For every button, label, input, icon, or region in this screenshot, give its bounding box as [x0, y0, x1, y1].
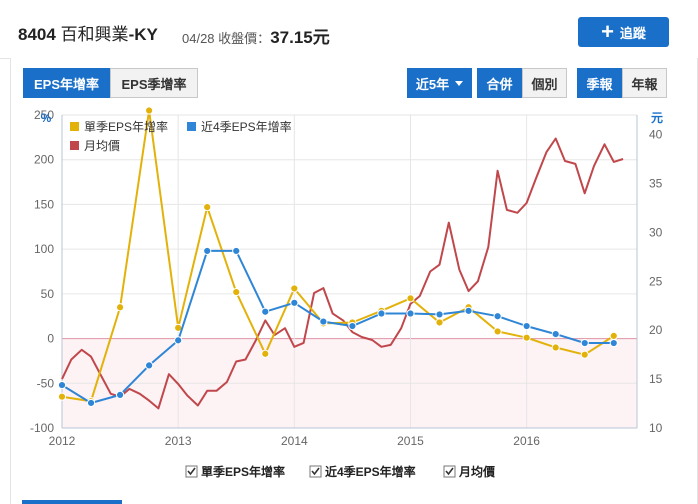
stock-title: 8404 百和興業-KY: [18, 20, 158, 45]
legend-swatch: [70, 141, 79, 150]
price-unit: 元: [312, 28, 330, 47]
data-point: [406, 309, 415, 318]
data-point: [203, 203, 212, 212]
range-label: 近5年: [415, 76, 450, 92]
data-point: [348, 321, 357, 331]
legend-label: 近4季EPS年增率: [201, 119, 292, 134]
data-point: [86, 398, 96, 408]
data-point: [115, 390, 125, 400]
right-tick-label: 30: [649, 225, 663, 239]
right-tick-label: 15: [649, 372, 663, 386]
right-tick-label: 20: [649, 323, 663, 337]
data-point: [115, 303, 125, 312]
data-point: [377, 309, 386, 318]
check-icon: [445, 467, 454, 476]
data-point: [319, 317, 328, 326]
left-tick-label: 250: [34, 108, 54, 122]
left-tick-label: 50: [41, 287, 55, 301]
x-tick-label: 2012: [49, 434, 76, 448]
stock-meta: 04/28 收盤價：37.15元: [182, 23, 330, 48]
data-point: [522, 321, 531, 331]
x-tick-label: 2015: [397, 434, 424, 448]
right-tick-label: 10: [649, 421, 663, 435]
stock-code: 8404: [18, 25, 56, 44]
data-point: [435, 310, 444, 319]
left-tick-label: 100: [34, 242, 54, 256]
data-point: [609, 338, 618, 348]
left-tick-label: 200: [34, 153, 54, 167]
data-point: [145, 361, 154, 370]
range-dropdown[interactable]: 近5年: [407, 68, 472, 98]
data-point: [232, 287, 241, 297]
right-axis-unit: 元: [651, 111, 663, 125]
left-axis-unit: %: [41, 111, 52, 125]
individual-button[interactable]: 個別: [522, 68, 567, 98]
data-point: [551, 330, 560, 339]
x-tick-label: 2014: [281, 434, 308, 448]
data-point: [290, 284, 299, 293]
data-point: [261, 349, 270, 358]
left-tick-label: -50: [37, 376, 55, 390]
quarterly-button[interactable]: 季報: [577, 68, 622, 98]
data-point: [57, 380, 67, 390]
data-point: [174, 336, 183, 345]
data-point: [580, 350, 589, 359]
data-point: [406, 294, 415, 303]
data-point: [435, 318, 444, 327]
data-point: [580, 338, 589, 348]
left-tick-label: -100: [30, 421, 54, 435]
right-tick-label: 40: [649, 128, 663, 142]
data-point: [464, 306, 473, 315]
tab-eps-qoq[interactable]: EPS季增率: [110, 68, 198, 98]
consolidated-button[interactable]: 合併: [477, 68, 522, 98]
left-tick-label: 150: [34, 197, 54, 211]
data-point: [232, 246, 241, 256]
legend-swatch: [70, 122, 79, 131]
bottom-tab-strip: [22, 500, 122, 504]
data-point: [522, 333, 531, 342]
stock-suffix: -KY: [128, 25, 158, 44]
legend-swatch: [187, 122, 196, 131]
track-label: 追蹤: [619, 25, 646, 41]
legend-checkbox-label: 近4季EPS年增率: [325, 464, 416, 479]
track-button[interactable]: + 追蹤: [578, 17, 669, 47]
check-icon: [187, 467, 196, 476]
x-tick-label: 2016: [513, 434, 540, 448]
close-price: 37.15: [270, 28, 313, 47]
data-point: [145, 106, 154, 115]
data-point: [290, 298, 299, 307]
stock-name: 百和興業: [60, 25, 129, 44]
data-point: [551, 343, 560, 352]
legend-checkbox-label: 單季EPS年增率: [201, 464, 285, 479]
legend-label: 月均價: [84, 139, 120, 153]
legend-checkbox-label: 月均價: [458, 464, 496, 479]
series-line-2: [61, 137, 624, 410]
left-tick-label: 0: [47, 332, 54, 346]
series-line-1: [61, 249, 614, 404]
stock-header: 8404 百和興業-KY 04/28 收盤價：37.15元 + 追蹤: [0, 0, 698, 59]
data-point: [57, 392, 67, 401]
data-point: [261, 307, 270, 316]
close-date: 04/28: [182, 31, 215, 46]
annual-button[interactable]: 年報: [622, 68, 667, 98]
right-tick-label: 25: [649, 274, 663, 288]
x-tick-label: 2013: [165, 434, 192, 448]
caret-down-icon: [455, 80, 464, 86]
data-point: [609, 331, 618, 340]
data-point: [203, 246, 212, 256]
right-tick-label: 35: [649, 176, 663, 190]
close-label: 收盤價：: [218, 31, 271, 46]
check-icon: [311, 467, 320, 476]
plus-icon: +: [601, 19, 614, 44]
data-point: [493, 312, 502, 321]
data-point: [493, 327, 502, 336]
legend-label: 單季EPS年增率: [84, 119, 168, 134]
tab-eps-yoy[interactable]: EPS年增率: [23, 68, 110, 98]
